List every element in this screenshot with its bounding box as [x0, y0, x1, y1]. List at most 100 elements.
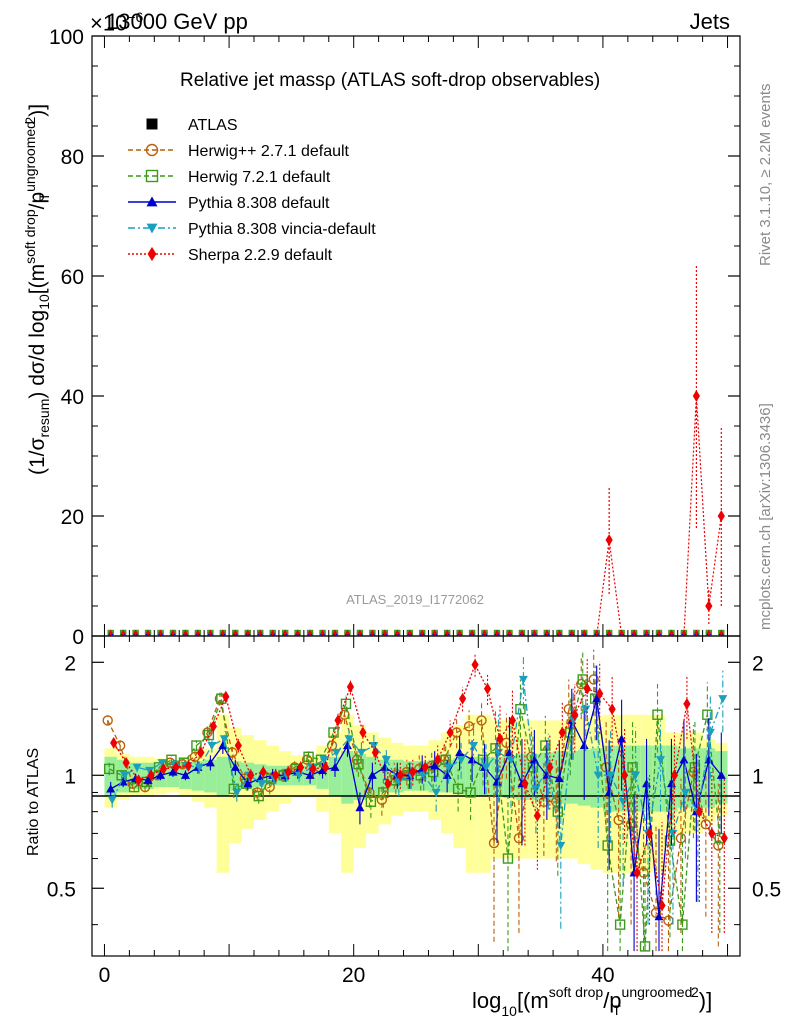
baseline-marker — [245, 629, 250, 637]
baseline-marker — [258, 629, 263, 637]
ratio-point — [297, 761, 305, 774]
ratio-point — [639, 941, 651, 952]
baseline-marker — [532, 629, 537, 637]
ratio-point — [658, 899, 666, 912]
ratio-series-0 — [102, 649, 724, 952]
ratio-point — [197, 746, 205, 759]
ratio-point — [346, 681, 355, 693]
ratio-point — [529, 755, 539, 764]
sherpa-main-line — [584, 395, 722, 637]
ratio-point — [309, 763, 317, 775]
baseline-marker — [395, 629, 400, 637]
ratio-point — [234, 739, 242, 752]
ratio-point — [159, 763, 168, 775]
sherpa-spike-point — [605, 534, 613, 546]
ratio-point — [184, 759, 193, 772]
ratio-point — [471, 658, 479, 671]
baseline-marker — [283, 629, 288, 637]
baseline-marker — [333, 629, 337, 637]
baseline-marker — [706, 629, 711, 637]
ratio-point — [452, 783, 464, 795]
ratio-point — [492, 777, 502, 786]
ratio-point — [143, 775, 153, 784]
baseline-marker — [557, 629, 562, 637]
band-inner — [204, 759, 217, 793]
ratio-point — [579, 741, 589, 750]
baseline-marker — [681, 629, 686, 637]
main-ytick-label: 80 — [61, 146, 84, 169]
ratio-point — [376, 794, 388, 806]
ratio-point — [340, 698, 352, 710]
main-title: Relative jet massρ (ATLAS soft-drop obse… — [180, 70, 600, 91]
ratio-point — [102, 715, 113, 726]
baseline-marker — [420, 629, 425, 637]
ratio-point — [593, 771, 603, 780]
ratio-point — [371, 746, 379, 759]
ratio-point — [642, 779, 652, 788]
ratio-point — [704, 755, 714, 764]
baseline-marker — [195, 629, 200, 637]
ratio-point — [431, 788, 441, 797]
baseline-marker — [320, 629, 325, 637]
ratio-point — [496, 733, 504, 745]
baseline-marker — [208, 629, 213, 637]
legend-label: ATLAS — [188, 117, 238, 134]
ratio-point — [243, 779, 253, 788]
ratio-panel: 0.5 0.51 12 20 20 40 Ratio to ATLAS — [25, 635, 781, 987]
baseline-marker — [220, 629, 225, 637]
baseline-marker — [357, 629, 362, 637]
ratio-point — [334, 714, 342, 727]
ratio-point — [583, 682, 591, 695]
ratio-point — [147, 769, 155, 782]
ratio-point — [209, 720, 217, 733]
sherpa-spikes — [584, 264, 725, 637]
ratio-point — [305, 770, 315, 779]
baseline-marker — [432, 629, 437, 637]
ratio-point — [518, 675, 528, 684]
baseline-marker — [719, 629, 724, 637]
ratio-point — [655, 756, 665, 765]
ratio-point — [631, 771, 641, 780]
ratio-point — [515, 703, 526, 715]
ratio-point — [120, 771, 130, 780]
ratio-point — [442, 770, 452, 779]
ratio-point — [272, 769, 280, 782]
ratio-point — [284, 766, 292, 778]
ratio-point — [490, 743, 501, 754]
ratio-point — [114, 740, 126, 751]
ratio-point — [664, 835, 676, 846]
ratio-ytick-label: 2 — [64, 652, 76, 675]
baseline-marker — [632, 629, 637, 637]
ratio-point — [232, 788, 242, 797]
main-panel: 0 20 40 60 80 100 Relative jet massρ (ATLAS s… — [22, 26, 741, 649]
ratio-point — [680, 788, 690, 797]
ratio-point — [446, 726, 454, 739]
ratio-point — [650, 907, 662, 919]
ratio-point — [122, 756, 130, 769]
baseline-marker — [694, 629, 699, 637]
baseline-marker — [445, 629, 450, 637]
ratio-point — [552, 806, 564, 817]
baseline-marker — [345, 629, 350, 637]
ratio-point — [359, 726, 367, 739]
ratio-point — [419, 771, 429, 780]
main-baseline-markers — [107, 629, 725, 637]
ratio-point — [191, 740, 202, 751]
ratio-point — [257, 780, 267, 789]
baseline-marker — [657, 629, 661, 637]
ratio-point — [444, 763, 454, 772]
ratio-point — [330, 762, 340, 771]
ratio-point — [700, 819, 712, 830]
ratio-point — [135, 774, 143, 787]
ratio-point — [533, 809, 541, 822]
baseline-marker — [544, 629, 549, 637]
ratio-point — [621, 769, 629, 782]
main-ytick-label: 60 — [61, 266, 84, 289]
ratio-point — [110, 737, 118, 749]
ratio-point — [218, 741, 228, 750]
ratio-point — [106, 784, 116, 793]
ratio-point — [342, 741, 352, 750]
ratio-point — [614, 919, 626, 930]
ratio-ytick-label: 0.5 — [47, 878, 76, 901]
